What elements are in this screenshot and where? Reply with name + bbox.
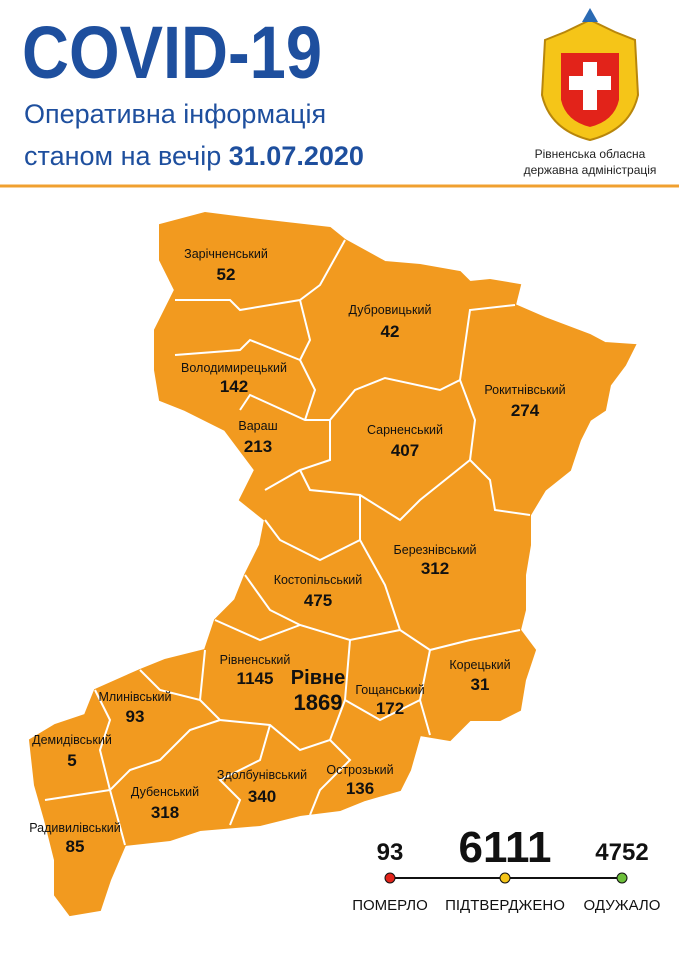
emblem-caption: Рівненська обласна (535, 147, 646, 161)
subtitle: станом на вечір 31.07.2020 (24, 141, 364, 171)
title: COVID-19 (22, 11, 322, 94)
district-name: Дубровицький (349, 303, 432, 317)
district-name: Рівненський (220, 653, 291, 667)
emblem (540, 8, 640, 142)
summary: 93 ПОМЕРЛО 6111 ПІДТВЕРДЖЕНО 4752 ОДУЖАЛО (352, 823, 660, 914)
district-value: 1869 (294, 690, 343, 715)
district-value: 407 (391, 441, 419, 460)
district-value: 1145 (237, 669, 274, 688)
district-value: 312 (421, 559, 449, 578)
district-name: Сарненський (367, 423, 443, 437)
district-name: Березнівський (394, 543, 477, 557)
dot-recovered (616, 872, 628, 884)
date: 31.07.2020 (229, 141, 364, 171)
district-value: 42 (381, 322, 400, 341)
district-name: Вараш (238, 419, 277, 433)
district-value: 136 (346, 779, 374, 798)
district-name: Демидівський (32, 733, 112, 747)
district-value: 85 (66, 837, 85, 856)
district-value: 172 (376, 699, 404, 718)
district-labels: Зарічненський 52 Дубровицький 42 Володимирец… (29, 247, 565, 856)
subtitle-text: станом на вечір (24, 141, 221, 171)
district-value: 274 (511, 401, 540, 420)
district-value: 318 (151, 803, 179, 822)
district-value: 31 (471, 675, 490, 694)
district-name: Острозький (326, 763, 393, 777)
district-value: 93 (126, 707, 145, 726)
district-value: 340 (248, 787, 276, 806)
summary-label: ПІДТВЕРДЖЕНО (445, 897, 565, 914)
map (28, 211, 637, 917)
dot-died (384, 872, 396, 884)
subtitle: Оперативна інформація (24, 99, 326, 129)
district-name: Радивилівський (29, 821, 121, 835)
dot-confirmed (499, 872, 511, 884)
summary-value: 4752 (595, 839, 648, 866)
district-name: Здолбунівський (217, 768, 307, 782)
district-value: 5 (67, 751, 76, 770)
summary-value: 93 (377, 839, 404, 866)
summary-label: ОДУЖАЛО (584, 897, 661, 914)
district-value: 475 (304, 591, 332, 610)
district-name: Корецький (449, 658, 510, 672)
district-value: 52 (217, 265, 236, 284)
emblem-caption: державна адміністрація (524, 163, 657, 177)
district-name: Рівне (291, 667, 345, 689)
district-name: Зарічненський (184, 247, 268, 261)
summary-label: ПОМЕРЛО (352, 897, 428, 914)
district-name: Млинівський (98, 690, 171, 704)
district-name: Рокитнівський (484, 383, 565, 397)
district-value: 213 (244, 437, 272, 456)
district-value: 142 (220, 377, 248, 396)
summary-value: 6111 (458, 823, 551, 872)
district-name: Володимирецький (181, 361, 287, 375)
district-name: Гощанський (355, 683, 424, 697)
district-name: Костопільський (274, 573, 363, 587)
district-name: Дубенський (131, 785, 199, 799)
